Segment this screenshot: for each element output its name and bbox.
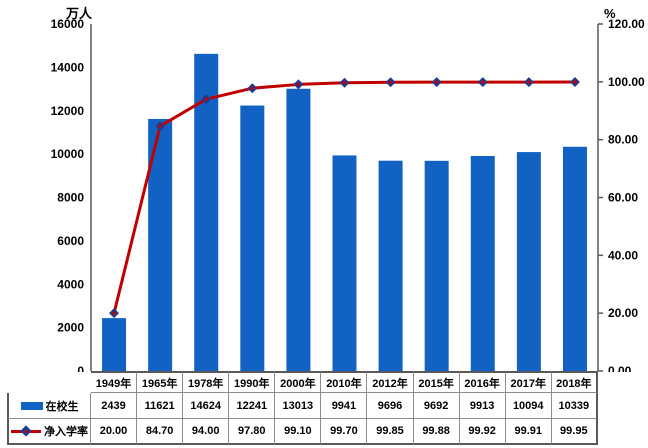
enrolled-value: 14624	[183, 393, 230, 419]
line-series-name: 净入学率	[44, 426, 88, 438]
rate-value: 20.00	[91, 419, 138, 445]
rate-value: 99.95	[551, 419, 598, 445]
enrolled-value: 9692	[413, 393, 460, 419]
enrolled-value: 10339	[551, 393, 598, 419]
bar-series-legend-icon	[20, 401, 43, 410]
category-label: 2017年	[505, 371, 552, 393]
bar-2010年	[332, 155, 357, 371]
bar-2000年	[286, 88, 311, 371]
category-label: 1965年	[137, 371, 184, 393]
enrolled-value: 9941	[321, 393, 368, 419]
enrolled-value: 2439	[91, 393, 138, 419]
right-axis-unit-label: %	[604, 6, 616, 21]
marker-center	[296, 82, 301, 87]
right-axis-tick-label: 60.00	[608, 191, 638, 205]
enrolled-value: 10094	[505, 393, 552, 419]
enrolled-value: 11621	[137, 393, 184, 419]
enrolled-value: 13013	[275, 393, 322, 419]
rate-value: 99.85	[367, 419, 414, 445]
category-label: 1990年	[229, 371, 276, 393]
left-axis-tick-label: 6000	[57, 234, 84, 248]
left-axis-tick-label: 2000	[57, 321, 84, 335]
chart-data-table: 1949年 1965年 1978年 1990年 2000年 2010年 2012年 2015年…	[7, 371, 598, 445]
rate-value: 94.00	[183, 419, 230, 445]
legend-item-enrolled-students: 在校生	[7, 393, 91, 419]
bar-1949年	[102, 318, 127, 371]
category-label: 2018年	[551, 371, 598, 393]
marker-center	[388, 80, 393, 84]
rate-value: 97.80	[229, 419, 276, 445]
enrolled-value: 9696	[367, 393, 414, 419]
legend-item-net-enrollment-rate: 净入学率	[7, 419, 91, 445]
left-axis-tick-label: 4000	[57, 277, 84, 291]
bar-2017年	[516, 152, 541, 371]
category-label: 1949年	[91, 371, 138, 393]
marker-center	[434, 80, 439, 84]
right-axis-tick-label: 40.00	[608, 248, 638, 262]
table-corner-spacer	[7, 371, 91, 393]
category-label: 2016年	[459, 371, 506, 393]
right-axis-tick-label: 100.00	[608, 75, 645, 89]
right-axis-tick-label: 120.00	[608, 17, 645, 31]
marker-center	[342, 81, 347, 85]
category-label: 2012年	[367, 371, 414, 393]
rate-value: 99.92	[459, 419, 506, 445]
category-label: 2000年	[275, 371, 322, 393]
left-axis-tick-label: 14000	[51, 60, 85, 74]
left-axis-tick-label: 16000	[51, 17, 85, 31]
marker-center	[112, 311, 116, 315]
bar-1990年	[240, 105, 265, 371]
right-axis-tick-label: 20.00	[608, 306, 638, 320]
left-axis-unit-label: 万人	[66, 6, 93, 21]
bar-2018年	[562, 146, 587, 371]
bar-series-name: 在校生	[45, 400, 79, 413]
rate-value: 99.10	[275, 419, 322, 445]
left-axis-tick-label: 12000	[51, 104, 85, 118]
rate-value: 84.70	[137, 419, 184, 445]
enrolled-value: 12241	[229, 393, 276, 419]
bar-2015年	[424, 160, 449, 371]
marker-center	[481, 80, 485, 84]
rate-value: 99.88	[413, 419, 460, 445]
plot-area: 0 2000 4000 6000 8000 10000 12000 14000 16000 0.0…	[51, 17, 645, 372]
category-label: 2015年	[413, 371, 460, 393]
left-axis-tick-label: 8000	[57, 191, 84, 205]
right-axis-tick-label: 80.00	[608, 133, 638, 147]
bar-1978年	[194, 53, 219, 371]
rate-value: 99.91	[505, 419, 552, 445]
right-axis-tick-label: 0.00	[608, 364, 632, 372]
left-axis-tick-label: 10000	[51, 147, 85, 161]
line-series-legend-icon	[11, 424, 41, 437]
category-label: 1978年	[183, 371, 230, 393]
marker-center	[158, 124, 162, 128]
rate-value: 99.70	[321, 419, 368, 445]
left-axis-tick-label: 0	[77, 364, 84, 372]
category-label: 2010年	[321, 371, 368, 393]
enrolled-value: 9913	[459, 393, 506, 419]
bar-2012年	[378, 160, 403, 371]
marker-center	[527, 80, 531, 84]
marker-center	[204, 97, 208, 101]
marker-center	[250, 86, 255, 90]
bar-2016年	[470, 156, 495, 371]
marker-center	[573, 80, 577, 84]
